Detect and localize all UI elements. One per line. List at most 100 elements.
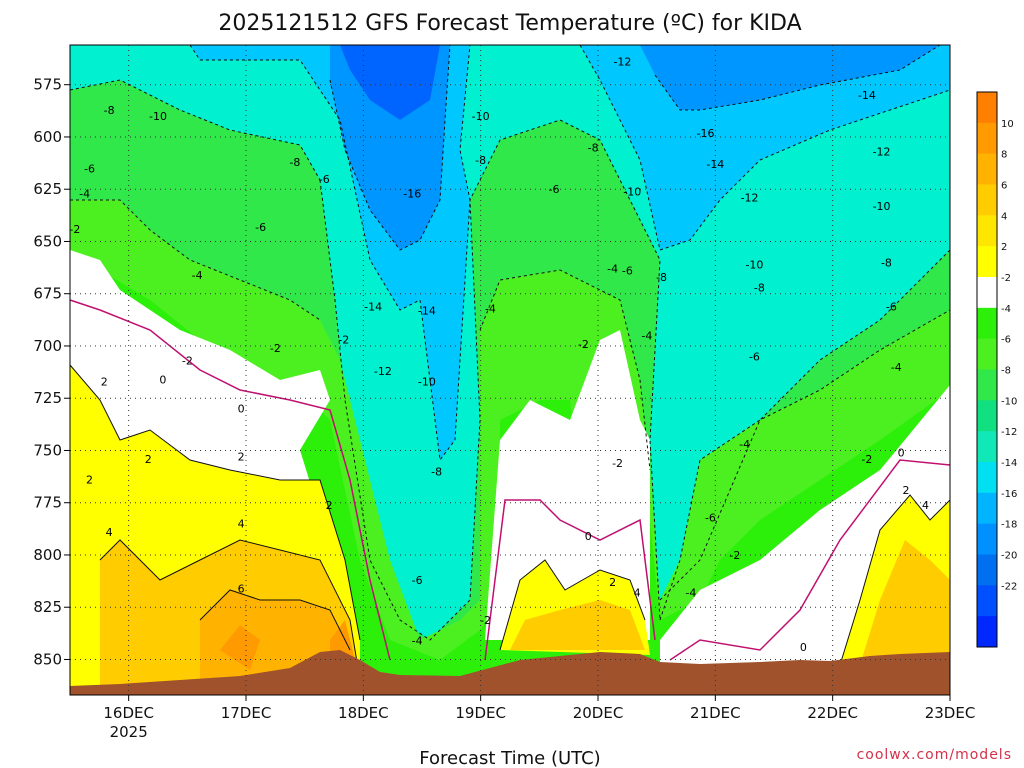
colorbar-swatch <box>977 492 997 525</box>
contour-label: -10 <box>745 258 763 271</box>
contour-label: 4 <box>238 518 245 531</box>
contour-label: -6 <box>886 300 897 313</box>
contour-label: -2 <box>861 453 872 466</box>
contour-label: -6 <box>622 265 633 278</box>
y-tick-label: 700 <box>33 337 62 355</box>
contour-label: 2 <box>326 499 333 512</box>
freezing-contours <box>69 299 951 661</box>
colorbar-swatch <box>977 369 997 401</box>
contour-label: -8 <box>656 271 667 284</box>
contour-label: -8 <box>881 256 892 269</box>
contour-label: 2 <box>903 484 910 497</box>
contour-label: -6 <box>749 350 760 363</box>
y-tick-label: 675 <box>33 285 62 303</box>
contour-label: 4 <box>106 526 113 539</box>
contour-label: -2 <box>729 549 740 562</box>
credit-link[interactable]: coolwx.com/models <box>857 747 1012 763</box>
y-tick-label: 650 <box>33 232 62 250</box>
y-tick-label: 600 <box>33 128 62 146</box>
contour-label: -6 <box>705 511 716 524</box>
contour-label: 2 <box>86 474 93 487</box>
contour-label: -6 <box>255 221 266 234</box>
colorbar-swatch <box>977 400 997 432</box>
colorbar-tick-label: -20 <box>1001 551 1017 562</box>
x-tick-label: 23DEC <box>925 704 976 722</box>
cold-band-core <box>340 45 440 120</box>
colorbar-tick-label: -8 <box>1001 366 1011 377</box>
colorbar-tick-label: -4 <box>1001 304 1011 315</box>
contour-label: -10 <box>472 110 490 123</box>
plot-frame <box>69 44 951 696</box>
y-tick-label: 725 <box>33 389 62 407</box>
colorbar-swatch <box>977 122 997 155</box>
x-tick-label: 18DEC <box>338 704 389 722</box>
band-plus8 <box>220 620 355 670</box>
contour-label: -2 <box>578 338 589 351</box>
contour-label: -6 <box>412 574 423 587</box>
colorbar-tick-label: -22 <box>1001 581 1017 592</box>
contour-label: -12 <box>613 56 631 69</box>
contour-label: -8 <box>588 141 599 154</box>
contour-label: -8 <box>289 156 300 169</box>
colorbar-swatch <box>977 153 997 185</box>
colorbar-swatch <box>977 92 997 124</box>
y-tick-label: 800 <box>33 546 62 564</box>
colorbar-swatch <box>977 184 997 216</box>
grid <box>70 45 951 695</box>
x-tick-label: 22DEC <box>807 704 858 722</box>
contour-label: -12 <box>873 146 891 159</box>
band-plus4-east <box>860 540 950 665</box>
colorbar-tick-label: -16 <box>1001 489 1017 500</box>
colorbar-swatch <box>977 585 997 617</box>
contour-label: -4 <box>412 635 423 648</box>
colorbar-frame <box>976 91 998 648</box>
contour-label: -14 <box>364 300 382 313</box>
contour-label: -2 <box>69 223 80 236</box>
contour-label: -4 <box>607 263 618 276</box>
contour-label: -6 <box>549 183 560 196</box>
colorbar-tick-label: -2 <box>1001 273 1011 284</box>
colorbar-swatch <box>977 554 997 586</box>
x-tick-label: 21DEC <box>690 704 741 722</box>
contour-label: -6 <box>319 173 330 186</box>
contour-label: -4 <box>485 302 496 315</box>
contour-label: -14 <box>858 89 876 102</box>
contour-label: -10 <box>418 375 436 388</box>
contour-label: 0 <box>159 373 166 386</box>
x-axis-label: Forecast Time (UTC) <box>419 748 600 768</box>
colorbar-tick-label: -18 <box>1001 520 1017 531</box>
contour-lines <box>69 44 951 641</box>
colorbar-tick-label: 4 <box>1001 211 1007 222</box>
contour-label: -16 <box>403 187 421 200</box>
colorbar-tick-label: -14 <box>1001 458 1017 469</box>
colorbar-tick-label: 10 <box>1001 119 1014 130</box>
x-tick-label: 20DEC <box>573 704 624 722</box>
colorbar-swatch <box>977 462 997 494</box>
contour-label: -4 <box>891 361 902 374</box>
contour-label: -16 <box>697 127 715 140</box>
band-zero-mid <box>485 330 650 640</box>
contour-label: -12 <box>374 365 392 378</box>
contour-label: -8 <box>431 465 442 478</box>
y-tick-label: 850 <box>33 650 62 668</box>
y-tick-label: 625 <box>33 180 62 198</box>
contour-label: -4 <box>739 438 750 451</box>
contour-label: 0 <box>800 641 807 654</box>
colorbar-tick-label: -12 <box>1001 427 1017 438</box>
contour-label: -2 <box>270 342 281 355</box>
contour-label: 6 <box>238 582 245 595</box>
chart-title: 2025121512 GFS Forecast Temperature (ºC)… <box>218 11 801 36</box>
colorbar-swatch <box>977 277 997 309</box>
colorbar-tick-label: -10 <box>1001 396 1017 407</box>
colorbar-swatch <box>977 246 997 278</box>
colorbar-swatch <box>977 307 997 340</box>
x-tick-label: 19DEC <box>455 704 506 722</box>
y-tick-label: 825 <box>33 598 62 616</box>
colorbar-swatch <box>977 338 997 370</box>
contour-label: 0 <box>585 530 592 543</box>
contour-label: 4 <box>922 499 929 512</box>
contour-label: -4 <box>685 587 696 600</box>
colorbar: 10 8 6 4 2 -2 -4 -6 -8 -10 -12 -14 -16 -18 -20 -22 <box>976 91 1017 648</box>
